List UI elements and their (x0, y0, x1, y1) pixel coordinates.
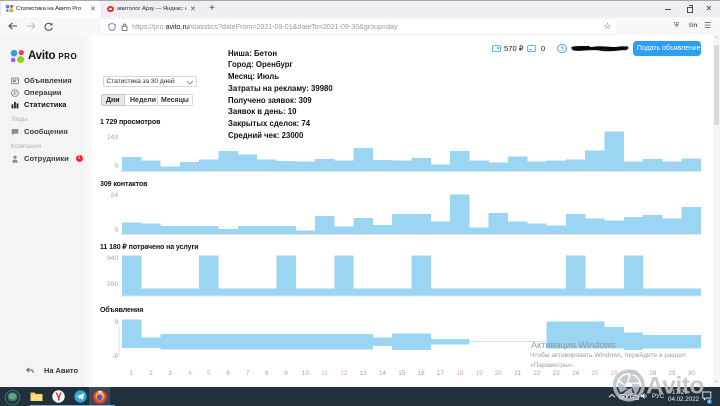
svg-text:₽: ₽ (13, 91, 17, 97)
svg-text:Avito: Avito (646, 373, 704, 400)
